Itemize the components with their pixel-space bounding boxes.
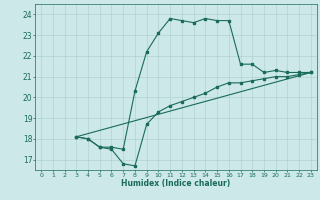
X-axis label: Humidex (Indice chaleur): Humidex (Indice chaleur) (121, 179, 231, 188)
